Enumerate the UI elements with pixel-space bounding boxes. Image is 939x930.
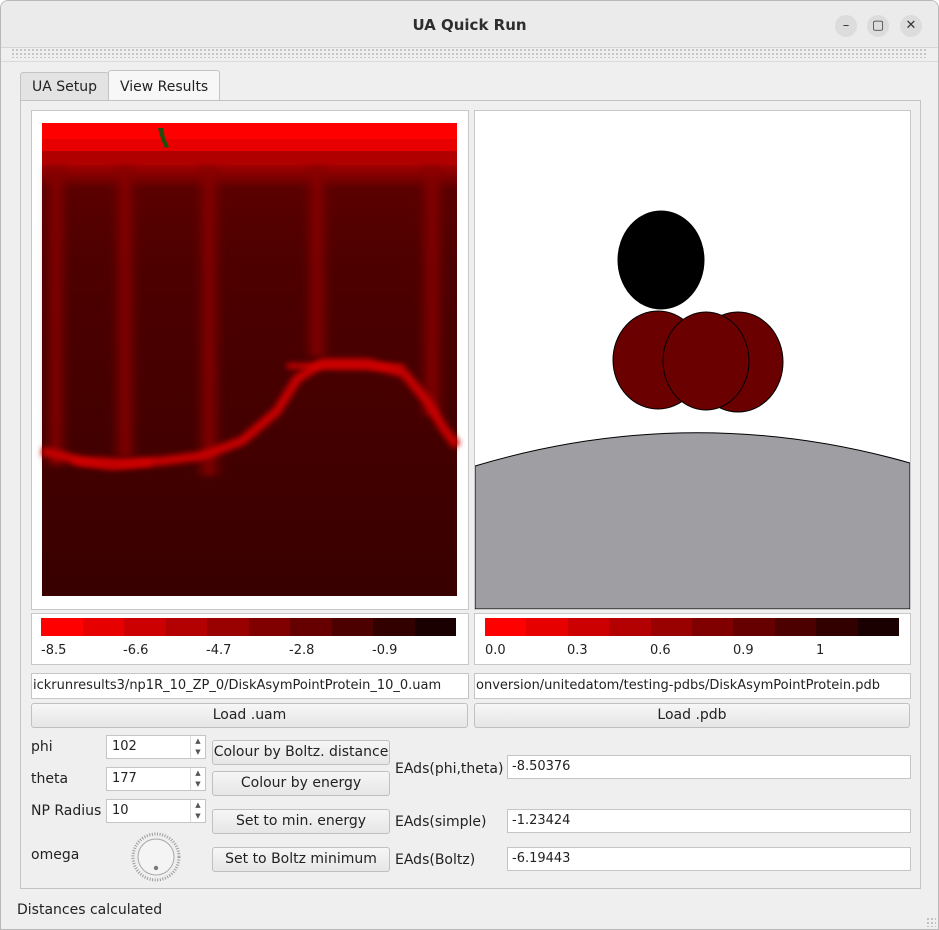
colorbar-swatch: [774, 618, 817, 636]
colorbar-tick: 0.0: [485, 643, 506, 658]
eads-boltz-field[interactable]: -6.19443: [507, 847, 911, 871]
np-radius-label: NP Radius: [31, 803, 102, 819]
spin-arrows-icon[interactable]: ▲ ▼: [190, 768, 205, 790]
eads-phi-theta-label: EAds(phi,theta): [395, 761, 504, 777]
heatmap-ridge: [40, 358, 461, 468]
status-bar-text: Distances calculated: [17, 902, 163, 918]
title-bar: UA Quick Run – ▢ ✕: [1, 1, 938, 48]
phi-value: 102: [112, 739, 137, 754]
colorbar-swatch: [165, 618, 207, 636]
energy-heatmap[interactable]: [32, 111, 468, 609]
eads-simple-label: EAds(simple): [395, 814, 487, 830]
omega-dial[interactable]: [130, 832, 182, 882]
energy-colorbar: [41, 618, 456, 636]
eads-simple-field[interactable]: -1.23424: [507, 809, 911, 833]
tab-view-results[interactable]: View Results: [108, 70, 221, 102]
colorbar-swatch: [414, 618, 456, 636]
theta-spinbox[interactable]: 177 ▲ ▼: [106, 767, 206, 791]
eads-boltz-label: EAds(Boltz): [395, 852, 476, 868]
colorbar-swatch: [82, 618, 124, 636]
colorbar-swatch: [248, 618, 290, 636]
eads-phi-theta-field[interactable]: -8.50376: [507, 755, 911, 779]
colorbar-tick: -8.5: [41, 643, 67, 658]
load-pdb-button[interactable]: Load .pdb: [474, 703, 910, 728]
molecule-view[interactable]: [474, 111, 911, 610]
pdb-path-field[interactable]: onversion/unitedatom/testing-pdbs/DiskAs…: [474, 673, 911, 699]
spin-arrows-icon[interactable]: ▲ ▼: [190, 736, 205, 758]
colorbar-tick: -2.8: [289, 643, 315, 658]
uam-path-text: ickrunresults3/np1R_10_ZP_0/DiskAsymPoin…: [33, 678, 442, 693]
theta-label: theta: [31, 771, 69, 787]
load-uam-button[interactable]: Load .uam: [31, 703, 468, 728]
current-angle-marker: [158, 128, 169, 148]
heatmap-vertical-bands: [42, 166, 447, 476]
uam-path-field[interactable]: ickrunresults3/np1R_10_ZP_0/DiskAsymPoin…: [31, 673, 469, 699]
close-button[interactable]: ✕: [900, 15, 922, 37]
colorbar-swatch: [609, 618, 651, 636]
colorbar-swatch: [373, 618, 415, 636]
colorbar-swatch: [485, 618, 527, 636]
heatmap-background: [42, 123, 457, 596]
colorbar-tick: 1: [816, 643, 825, 658]
maximize-button[interactable]: ▢: [867, 15, 889, 37]
dial-notch-icon: [153, 865, 159, 871]
minimize-button[interactable]: –: [835, 15, 857, 37]
colorbar-swatch: [41, 618, 83, 636]
colorbar-tick: -4.7: [206, 643, 232, 658]
theta-value: 177: [112, 771, 137, 786]
tab-ua-setup[interactable]: UA Setup: [20, 72, 110, 101]
colorbar-swatch: [331, 618, 373, 636]
colorbar-swatch: [290, 618, 332, 636]
colorbar-swatch: [207, 618, 249, 636]
heatmap-band: [42, 151, 457, 165]
colorbar-tick: 0.6: [650, 643, 671, 658]
colour-energy-button[interactable]: Colour by energy: [212, 771, 390, 796]
divider: [1, 61, 938, 62]
colorbar-tick: 0.3: [567, 643, 588, 658]
set-boltz-minimum-button[interactable]: Set to Boltz minimum: [212, 847, 390, 872]
atom-sphere-black: [617, 210, 705, 310]
heatmap-frame: [31, 110, 469, 610]
nanoparticle-surface: [474, 432, 911, 610]
colorbar-swatch: [526, 618, 568, 636]
atom-sphere: [662, 311, 750, 411]
distance-colorbar: [485, 618, 900, 636]
molecule-view-frame: [474, 110, 911, 610]
spin-arrows-icon[interactable]: ▲ ▼: [190, 800, 205, 822]
colorbar-swatch: [567, 618, 610, 636]
heatmap-band: [42, 139, 457, 151]
colorbar-tick: -0.9: [372, 643, 398, 658]
colour-boltz-button[interactable]: Colour by Boltz. distance: [212, 740, 390, 765]
np-radius-spinbox[interactable]: 10 ▲ ▼: [106, 799, 206, 823]
omega-label: omega: [31, 847, 80, 863]
np-radius-value: 10: [112, 803, 129, 818]
colorbar-swatch: [124, 618, 166, 636]
colorbar-swatch: [733, 618, 775, 636]
toolbar-grip[interactable]: [11, 48, 928, 58]
colorbar-swatch: [816, 618, 858, 636]
heatmap-band: [42, 123, 457, 139]
colorbar-tick: -6.6: [123, 643, 149, 658]
colorbar-swatch: [650, 618, 693, 636]
resize-grip-icon[interactable]: [926, 917, 936, 927]
colorbar-swatch: [857, 618, 900, 636]
phi-spinbox[interactable]: 102 ▲ ▼: [106, 735, 206, 759]
phi-label: phi: [31, 739, 53, 755]
pdb-path-text: onversion/unitedatom/testing-pdbs/DiskAs…: [476, 678, 881, 693]
window-title: UA Quick Run: [412, 16, 527, 34]
heatmap-ridge-core: [71, 363, 405, 470]
set-min-energy-button[interactable]: Set to min. energy: [212, 809, 390, 834]
colorbar-swatch: [692, 618, 734, 636]
colorbar-tick: 0.9: [733, 643, 754, 658]
